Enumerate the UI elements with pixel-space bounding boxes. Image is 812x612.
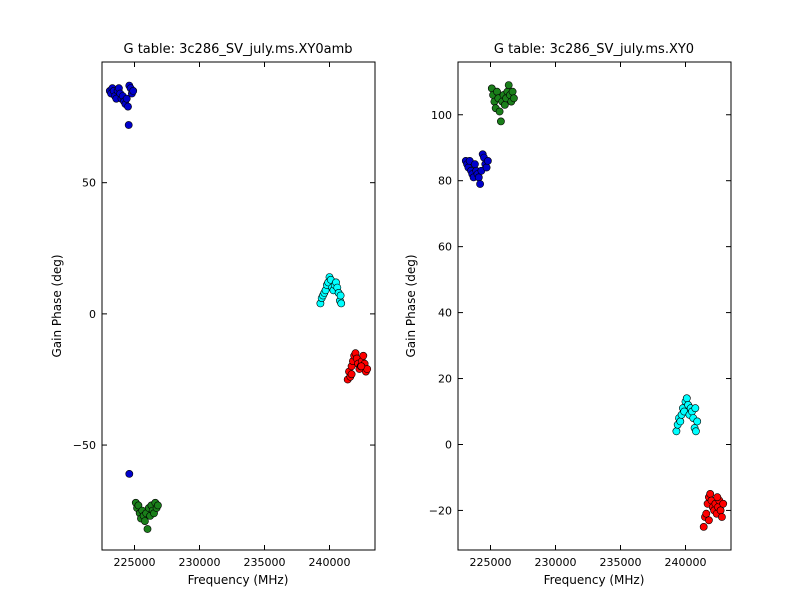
- right-chart-point: [672, 427, 681, 436]
- left-chart-point: [129, 87, 138, 95]
- left-chart-x-tick-label: 230000: [179, 556, 221, 569]
- left-chart-x-ticks: 225000 230000 235000 240000: [114, 62, 351, 569]
- right-chart-y-tick-label: 100: [431, 109, 452, 122]
- right-chart-point: [716, 506, 725, 515]
- right-chart-point: [474, 173, 483, 182]
- left-chart-point: [336, 291, 345, 300]
- right-chart-point: [476, 180, 484, 188]
- right-chart-point: [691, 404, 700, 413]
- right-chart-point: [692, 427, 700, 436]
- left-chart-point: [337, 299, 346, 308]
- right-chart-y-axis-label: Gain Phase (deg): [404, 254, 418, 357]
- left-chart-point: [143, 525, 152, 533]
- right-chart-x-tick-label: 225000: [470, 556, 512, 569]
- left-chart-point: [134, 501, 143, 510]
- right-chart-point: [719, 499, 728, 508]
- right-chart-point: [500, 101, 509, 109]
- right-chart-point: [705, 516, 713, 525]
- left-chart-x-tick-label: 240000: [309, 556, 351, 569]
- right-chart-point: [702, 509, 711, 518]
- right-chart-point: [699, 523, 708, 531]
- right-chart-point: [504, 81, 513, 89]
- left-chart-y-tick-label: −50: [73, 439, 96, 452]
- right-chart-point: [470, 160, 479, 169]
- left-chart-point: [347, 370, 356, 379]
- right-chart-plot-frame: [457, 61, 732, 551]
- left-chart-point: [125, 469, 134, 478]
- left-chart-x-tick-label: 235000: [244, 556, 286, 569]
- right-chart-x-tick-label: 240000: [665, 556, 707, 569]
- right-chart-y-tick-label: 20: [438, 373, 452, 386]
- left-chart-point: [122, 94, 131, 103]
- left-chart-point: [357, 362, 366, 371]
- right-chart-y-tick-label: −20: [429, 504, 452, 517]
- left-chart-x-tick-label: 225000: [114, 556, 156, 569]
- right-chart-point: [483, 156, 492, 165]
- right-chart-title: G table: 3c286_SV_july.ms.XY0: [494, 42, 694, 57]
- left-chart-panel: G table: 3c286_SV_july.ms.XY0amb 225000 2…: [50, 42, 376, 587]
- right-chart-point: [718, 513, 726, 521]
- left-chart-y-tick-label: 50: [82, 177, 96, 190]
- right-chart-y-tick-label: 0: [445, 438, 452, 451]
- right-chart-y-ticks: −20 0 20 40 60 80 100: [429, 109, 731, 517]
- right-chart-y-tick-label: 40: [438, 307, 452, 320]
- left-chart-point: [140, 517, 149, 525]
- left-chart-point: [359, 351, 368, 360]
- right-chart-point: [495, 107, 504, 116]
- right-chart-point: [496, 117, 505, 126]
- left-chart-y-ticks: −50 0 50: [73, 177, 375, 452]
- right-chart-panel: G table: 3c286_SV_july.ms.XY0 225000 2300…: [404, 42, 732, 587]
- left-chart-y-tick-label: 0: [89, 308, 96, 321]
- right-chart-points: [461, 81, 728, 531]
- right-chart-y-tick-label: 80: [438, 175, 452, 188]
- right-chart-point: [713, 493, 722, 502]
- right-chart-point: [493, 87, 501, 96]
- left-chart-x-axis-label: Frequency (MHz): [188, 573, 289, 587]
- left-chart-point: [153, 501, 162, 510]
- left-chart-y-axis-label: Gain Phase (deg): [50, 254, 64, 357]
- right-chart-point: [693, 417, 702, 426]
- left-chart-points: [105, 81, 372, 533]
- left-chart-plot-frame: [101, 61, 376, 551]
- left-chart-point: [124, 121, 133, 129]
- right-chart-point: [482, 163, 491, 172]
- right-chart-x-tick-label: 235000: [600, 556, 642, 569]
- left-chart-title: G table: 3c286_SV_july.ms.XY0amb: [123, 42, 352, 57]
- right-chart-point: [682, 394, 691, 403]
- right-chart-x-ticks: 225000 230000 235000 240000: [470, 62, 707, 569]
- right-chart-point: [676, 417, 685, 426]
- left-chart-point: [124, 102, 132, 111]
- right-chart-x-axis-label: Frequency (MHz): [544, 573, 645, 587]
- right-chart-point: [706, 489, 715, 498]
- right-chart-point: [508, 87, 517, 96]
- right-chart-x-tick-label: 230000: [535, 556, 577, 569]
- right-chart-y-tick-label: 60: [438, 241, 452, 254]
- right-chart-point: [510, 94, 518, 103]
